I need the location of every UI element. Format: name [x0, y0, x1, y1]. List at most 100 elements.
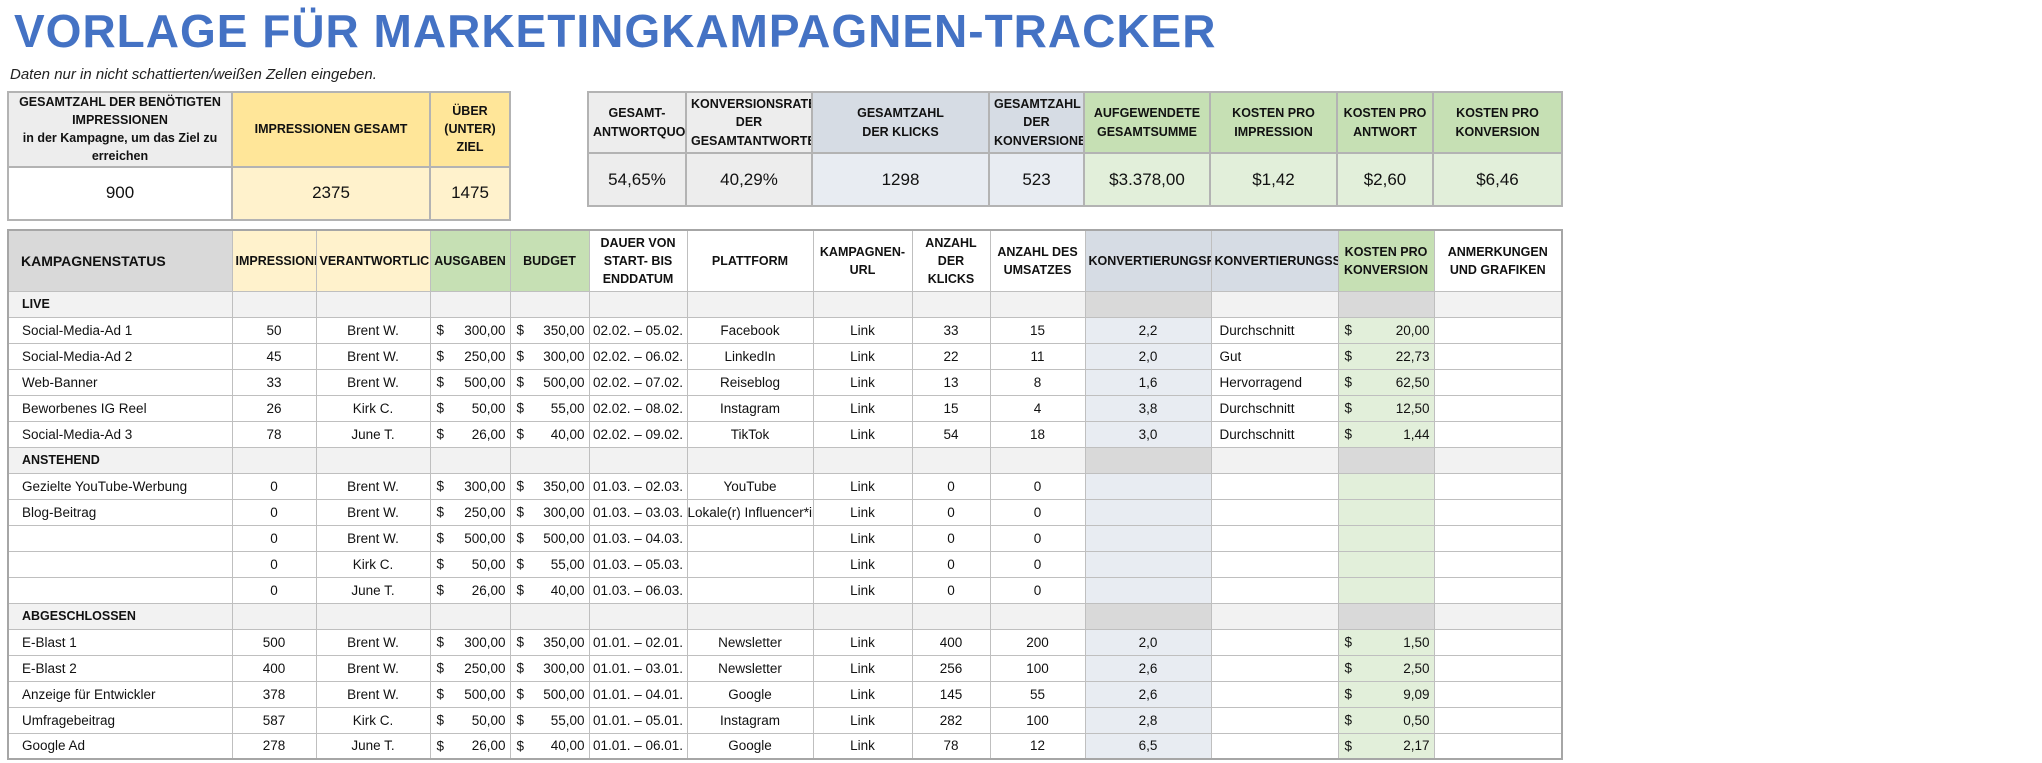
cell-duration[interactable]: 01.03. – 06.03. — [588, 576, 688, 604]
cell-duration[interactable]: 02.02. – 08.02. — [588, 394, 688, 422]
cell-impressions[interactable]: 78 — [231, 420, 317, 448]
cell-sales[interactable]: 200 — [989, 628, 1086, 656]
cell-impressions[interactable]: 0 — [231, 472, 317, 500]
cell-url-link[interactable]: Link — [812, 524, 913, 552]
cell-sales[interactable]: 100 — [989, 706, 1086, 734]
cell-clicks[interactable]: 22 — [911, 342, 991, 370]
cell-budget[interactable]: $350,00 — [509, 472, 590, 500]
cell-url-link[interactable]: Link — [812, 368, 913, 396]
cell-spend[interactable]: $26,00 — [429, 576, 511, 604]
cell-impressions[interactable]: 378 — [231, 680, 317, 708]
cell-budget[interactable]: $300,00 — [509, 498, 590, 526]
cell-conversion-status[interactable] — [1210, 576, 1339, 604]
cell-owner[interactable]: Brent W. — [315, 628, 431, 656]
cell-notes[interactable] — [1433, 316, 1563, 344]
cell-campaign-name[interactable]: E-Blast 1 — [7, 628, 233, 656]
cell-owner[interactable]: Kirk C. — [315, 394, 431, 422]
cell-sales[interactable]: 0 — [989, 498, 1086, 526]
cell-owner[interactable]: Brent W. — [315, 342, 431, 370]
cell-budget[interactable]: $350,00 — [509, 316, 590, 344]
cell-campaign-name[interactable]: Beworbenes IG Reel — [7, 394, 233, 422]
cell-budget[interactable]: $40,00 — [509, 576, 590, 604]
cell-sales[interactable]: 4 — [989, 394, 1086, 422]
cell-clicks[interactable]: 54 — [911, 420, 991, 448]
cell-notes[interactable] — [1433, 472, 1563, 500]
cell-clicks[interactable]: 256 — [911, 654, 991, 682]
cell-duration[interactable]: 01.01. – 05.01. — [588, 706, 688, 734]
cell-owner[interactable]: June T. — [315, 732, 431, 760]
cell-owner[interactable]: Brent W. — [315, 524, 431, 552]
cell-sales[interactable]: 18 — [989, 420, 1086, 448]
cell-campaign-name[interactable]: Blog-Beitrag — [7, 498, 233, 526]
cell-owner[interactable]: June T. — [315, 576, 431, 604]
cell-sales[interactable]: 8 — [989, 368, 1086, 396]
cell-owner[interactable]: Brent W. — [315, 472, 431, 500]
cell-conversion-status[interactable]: Durchschnitt — [1210, 316, 1339, 344]
cell-notes[interactable] — [1433, 680, 1563, 708]
cell-owner[interactable]: Brent W. — [315, 498, 431, 526]
cell-clicks[interactable]: 0 — [911, 472, 991, 500]
cell-spend[interactable]: $250,00 — [429, 654, 511, 682]
cell-budget[interactable]: $350,00 — [509, 628, 590, 656]
cell-spend[interactable]: $26,00 — [429, 732, 511, 760]
cell-notes[interactable] — [1433, 524, 1563, 552]
cell-url-link[interactable]: Link — [812, 576, 913, 604]
cell-url-link[interactable]: Link — [812, 706, 913, 734]
cell-conversion-status[interactable] — [1210, 628, 1339, 656]
cell-conversion-status[interactable] — [1210, 654, 1339, 682]
cell-conversion-status[interactable] — [1210, 550, 1339, 578]
cell-owner[interactable]: Brent W. — [315, 654, 431, 682]
cell-owner[interactable]: Brent W. — [315, 368, 431, 396]
cell-platform[interactable]: Google — [686, 732, 814, 760]
cell-notes[interactable] — [1433, 342, 1563, 370]
cell-url-link[interactable]: Link — [812, 550, 913, 578]
cell-impressions[interactable]: 45 — [231, 342, 317, 370]
cell-duration[interactable]: 01.01. – 06.01. — [588, 732, 688, 760]
cell-notes[interactable] — [1433, 732, 1563, 760]
cell-clicks[interactable]: 33 — [911, 316, 991, 344]
cell-duration[interactable]: 02.02. – 05.02. — [588, 316, 688, 344]
cell-notes[interactable] — [1433, 550, 1563, 578]
cell-clicks[interactable]: 13 — [911, 368, 991, 396]
cell-duration[interactable]: 02.02. – 06.02. — [588, 342, 688, 370]
cell-owner[interactable]: June T. — [315, 420, 431, 448]
cell-spend[interactable]: $26,00 — [429, 420, 511, 448]
cell-url-link[interactable]: Link — [812, 732, 913, 760]
cell-duration[interactable]: 01.01. – 03.01. — [588, 654, 688, 682]
cell-budget[interactable]: $300,00 — [509, 654, 590, 682]
cell-conversion-status[interactable]: Hervorragend — [1210, 368, 1339, 396]
cell-url-link[interactable]: Link — [812, 342, 913, 370]
cell-platform[interactable]: TikTok — [686, 420, 814, 448]
cell-campaign-name[interactable]: Web-Banner — [7, 368, 233, 396]
cell-campaign-name[interactable] — [7, 576, 233, 604]
cell-impressions[interactable]: 33 — [231, 368, 317, 396]
cell-duration[interactable]: 01.01. – 02.01. — [588, 628, 688, 656]
cell-notes[interactable] — [1433, 706, 1563, 734]
cell-conversion-status[interactable]: Durchschnitt — [1210, 394, 1339, 422]
cell-clicks[interactable]: 0 — [911, 524, 991, 552]
cell-budget[interactable]: $40,00 — [509, 732, 590, 760]
cell-notes[interactable] — [1433, 654, 1563, 682]
cell-duration[interactable]: 01.03. – 03.03. — [588, 498, 688, 526]
cell-budget[interactable]: $500,00 — [509, 524, 590, 552]
cell-platform[interactable]: YouTube — [686, 472, 814, 500]
cell-clicks[interactable]: 145 — [911, 680, 991, 708]
cell-clicks[interactable]: 400 — [911, 628, 991, 656]
cell-notes[interactable] — [1433, 368, 1563, 396]
cell-budget[interactable]: $300,00 — [509, 342, 590, 370]
cell-budget[interactable]: $55,00 — [509, 550, 590, 578]
cell-url-link[interactable]: Link — [812, 680, 913, 708]
cell-platform[interactable]: Instagram — [686, 394, 814, 422]
cell-impressions[interactable]: 400 — [231, 654, 317, 682]
cell-sales[interactable]: 0 — [989, 472, 1086, 500]
cell-platform[interactable]: Newsletter — [686, 654, 814, 682]
cell-campaign-name[interactable]: Social-Media-Ad 1 — [7, 316, 233, 344]
cell-spend[interactable]: $500,00 — [429, 524, 511, 552]
cell-conversion-status[interactable] — [1210, 524, 1339, 552]
cell-spend[interactable]: $500,00 — [429, 368, 511, 396]
cell-campaign-name[interactable]: Umfragebeitrag — [7, 706, 233, 734]
cell-campaign-name[interactable]: Social-Media-Ad 3 — [7, 420, 233, 448]
cell-notes[interactable] — [1433, 394, 1563, 422]
cell-duration[interactable]: 01.03. – 05.03. — [588, 550, 688, 578]
cell-platform[interactable] — [686, 576, 814, 604]
